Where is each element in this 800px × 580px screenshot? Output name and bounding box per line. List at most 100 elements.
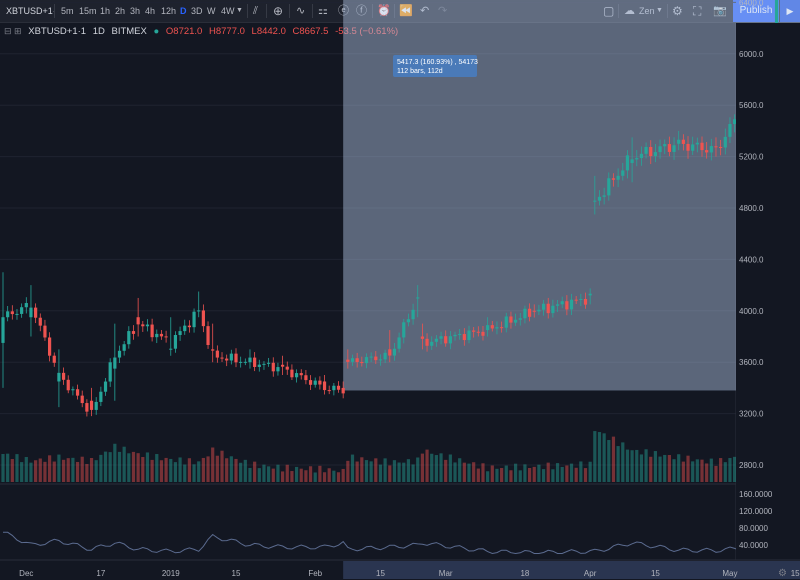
redo-icon[interactable]: ↷ bbox=[438, 5, 448, 17]
measure-label: 5417.3 (160.93%) , 54173 112 bars, 112d bbox=[393, 55, 478, 77]
volume-bar bbox=[173, 462, 178, 482]
symbol-search[interactable]: XBTUSD+1· bbox=[6, 6, 56, 16]
volume-bar bbox=[458, 458, 462, 482]
indicators-icon[interactable]: ∿ bbox=[296, 5, 306, 17]
interval-3d[interactable]: 3D bbox=[191, 6, 203, 16]
candle-body bbox=[20, 307, 24, 314]
candle-body bbox=[649, 146, 653, 157]
axis-settings-gear-icon[interactable]: ⚙ bbox=[778, 568, 787, 579]
interval-d[interactable]: D bbox=[180, 6, 187, 16]
volume-bar bbox=[537, 464, 541, 482]
volume-bar bbox=[281, 471, 285, 482]
volume-bar bbox=[714, 465, 718, 482]
candle-body bbox=[341, 387, 345, 394]
measure-label-line2: 112 bars, 112d bbox=[397, 68, 443, 75]
price-tick-label: 5600.0 bbox=[739, 101, 764, 110]
volume-bar bbox=[20, 462, 24, 482]
candle-body bbox=[173, 334, 178, 349]
candle-body bbox=[719, 146, 723, 148]
volume-bar bbox=[374, 458, 378, 482]
volume-bar bbox=[108, 452, 112, 482]
interval-3h[interactable]: 3h bbox=[130, 6, 141, 16]
volume-bar bbox=[630, 450, 634, 482]
replay-icon[interactable]: ⏪ bbox=[399, 5, 413, 17]
undo-icon[interactable]: ↶ bbox=[420, 5, 430, 17]
candle-body bbox=[411, 309, 415, 320]
interval-4w[interactable]: 4W bbox=[221, 6, 235, 16]
time-axis[interactable]: Dec17201915Feb15Mar18Apr15May15Jun17Jul⚙ bbox=[0, 559, 800, 580]
volume-bar bbox=[476, 468, 480, 482]
play-icon[interactable]: ▶ bbox=[780, 0, 800, 22]
candle-body bbox=[243, 361, 247, 363]
volume-bar bbox=[686, 455, 690, 482]
layout-dropdown-icon[interactable]: ▼ bbox=[656, 7, 663, 14]
candle-body bbox=[183, 325, 187, 332]
layout-name[interactable]: Zen bbox=[639, 6, 655, 16]
settings-gear-icon[interactable]: ⚙ bbox=[672, 4, 683, 18]
volume-bar bbox=[509, 470, 513, 482]
volume-bar bbox=[85, 463, 89, 482]
candle-body bbox=[653, 152, 657, 157]
fullscreen-icon[interactable]: ▢ bbox=[603, 4, 615, 18]
candle-body bbox=[229, 353, 233, 361]
price-tick-label: 2800.0 bbox=[739, 461, 764, 470]
interval-15m[interactable]: 15m bbox=[79, 6, 97, 16]
candle-body bbox=[537, 309, 541, 312]
candle-body bbox=[597, 196, 602, 201]
price-axis-bg bbox=[736, 23, 800, 560]
chart-type-candles-icon[interactable]: ⫽ bbox=[253, 5, 258, 17]
templates-icon[interactable]: ⚏ bbox=[318, 5, 328, 17]
interval-1h[interactable]: 1h bbox=[100, 6, 111, 16]
volume-bar bbox=[294, 466, 299, 482]
volume-bar bbox=[402, 462, 406, 482]
volume-bar bbox=[625, 449, 630, 482]
candle-body bbox=[159, 333, 164, 337]
legend-icons[interactable]: ⊟ ⊞ bbox=[4, 26, 22, 36]
legend-interval: 1D bbox=[92, 26, 105, 37]
candle-body bbox=[514, 319, 518, 323]
expand-icon[interactable]: ⛶ bbox=[693, 4, 702, 18]
volume-bar bbox=[318, 465, 322, 482]
toolbar-divider bbox=[667, 4, 668, 18]
alert-icon[interactable]: ⓔ bbox=[338, 5, 349, 17]
candle-body bbox=[57, 372, 61, 382]
interval-w[interactable]: W bbox=[207, 6, 216, 16]
publish-button[interactable]: Publish bbox=[733, 0, 779, 22]
toolbar-divider bbox=[394, 4, 395, 18]
interval-dropdown-icon[interactable]: ▼ bbox=[236, 7, 243, 14]
indicator-pane bbox=[2, 530, 800, 555]
volume-bar bbox=[248, 467, 252, 482]
volume-bar bbox=[579, 461, 583, 482]
volume-bar bbox=[653, 451, 657, 482]
candle-body bbox=[99, 391, 103, 402]
volume-bar bbox=[229, 456, 233, 482]
candle-body bbox=[113, 357, 117, 369]
cloud-icon[interactable]: ☁ bbox=[624, 5, 635, 17]
candle-body bbox=[579, 298, 583, 300]
legend-symbol[interactable]: XBTUSD+1·1 bbox=[28, 26, 87, 37]
toolbar-divider bbox=[312, 4, 313, 18]
eye-icon[interactable]: ● bbox=[153, 26, 160, 37]
volume-bar bbox=[38, 458, 42, 482]
candle-body bbox=[276, 367, 280, 372]
alarm-clock-icon[interactable]: ⏰ bbox=[377, 5, 391, 17]
camera-icon[interactable]: 📷 bbox=[713, 5, 727, 17]
candle-body bbox=[145, 324, 150, 327]
interval-4h[interactable]: 4h bbox=[145, 6, 156, 16]
price-axis[interactable]: 9600.09200.08800.08400.08000.07600.07200… bbox=[736, 0, 800, 560]
interval-5m[interactable]: 5m bbox=[61, 6, 74, 16]
volume-bar bbox=[1, 454, 5, 482]
candle-body bbox=[467, 330, 471, 341]
volume-bar bbox=[322, 472, 327, 482]
interval-12h[interactable]: 12h bbox=[161, 6, 177, 16]
candle-body bbox=[504, 316, 508, 328]
compare-add-icon[interactable]: ⊕ bbox=[273, 4, 284, 18]
candle-body bbox=[187, 325, 191, 328]
candle-body bbox=[29, 307, 33, 318]
financials-icon[interactable]: ⓕ bbox=[356, 5, 367, 17]
volume-bar bbox=[267, 466, 271, 482]
interval-2h[interactable]: 2h bbox=[115, 6, 126, 16]
volume-bar bbox=[89, 457, 94, 482]
volume-bar bbox=[565, 465, 569, 482]
